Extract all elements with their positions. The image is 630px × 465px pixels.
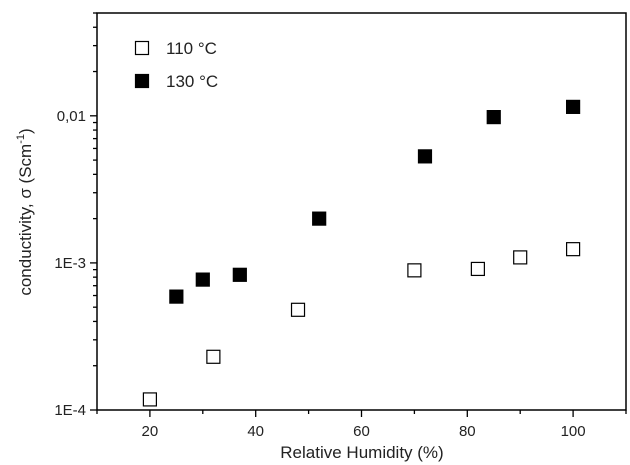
- legend: 110 °C 130 °C: [134, 39, 218, 91]
- x-tick-label: 20: [142, 423, 159, 440]
- y-axis-title-main: conductivity, σ (Scm: [16, 144, 35, 296]
- data-point-series-1: [513, 250, 528, 265]
- data-point-series-2: [312, 211, 327, 226]
- legend-label-series-1: 110 °C: [166, 39, 217, 58]
- legend-marker-series-2: [134, 73, 150, 89]
- data-point-series-2: [169, 289, 184, 304]
- x-tick-label: 60: [353, 423, 370, 440]
- y-axis-title-close: ): [16, 128, 35, 134]
- data-point-series-2: [195, 272, 210, 287]
- data-point-series-1: [470, 261, 485, 277]
- y-axis-title-superscript: -1: [15, 134, 27, 144]
- x-tick-label: 100: [561, 423, 586, 440]
- x-tick-label: 80: [459, 423, 476, 440]
- data-point-series-2: [417, 149, 433, 164]
- data-point-series-2: [486, 110, 501, 125]
- data-point-series-1: [565, 242, 581, 257]
- x-tick-label: 40: [247, 423, 264, 440]
- data-point-series-1: [142, 392, 157, 407]
- x-axis: 20 40 60 80 100: [96, 410, 627, 440]
- y-tick-label: 1E-4: [54, 402, 86, 419]
- data-point-series-1: [290, 302, 306, 317]
- legend-label-series-2: 130 °C: [166, 72, 218, 91]
- y-tick-label: 0,01: [57, 108, 86, 125]
- y-tick-label: 1E-3: [54, 255, 86, 272]
- legend-marker-series-1: [134, 40, 150, 56]
- y-axis-title: conductivity, σ (Scm-1): [15, 128, 35, 295]
- data-point-series-2: [565, 99, 581, 114]
- data-point-series-1: [206, 349, 221, 364]
- data-point-series-2: [232, 267, 247, 282]
- data-point-series-1: [407, 263, 422, 278]
- x-axis-title: Relative Humidity (%): [280, 443, 443, 462]
- data-markers: [142, 99, 581, 407]
- y-axis: 1E-4 1E-3 0,01: [54, 12, 97, 419]
